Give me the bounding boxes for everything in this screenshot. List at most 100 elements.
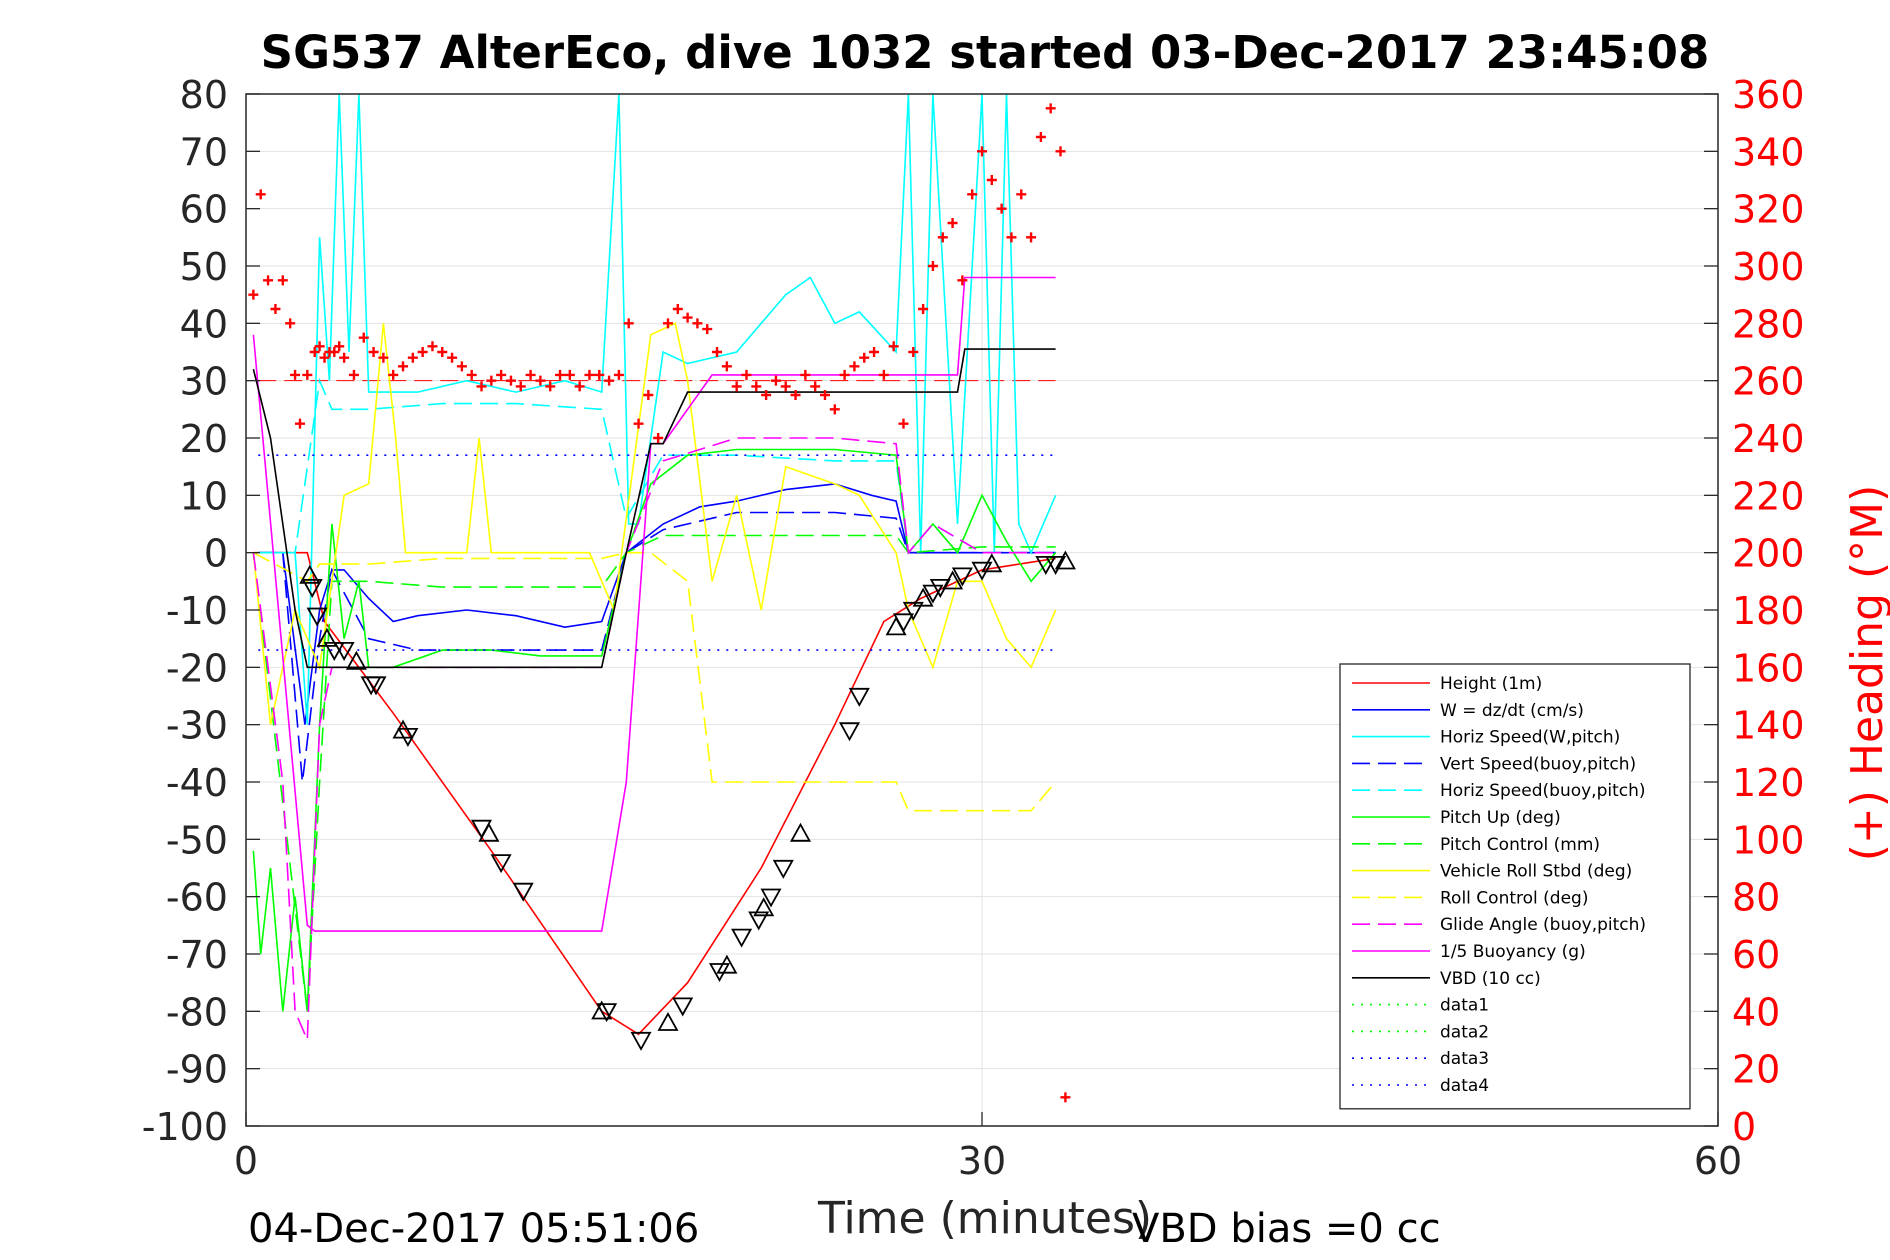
left-tick-label: 60 xyxy=(180,188,228,232)
heading-marker xyxy=(1035,132,1046,142)
left-tick-label: 0 xyxy=(204,532,228,576)
legend-label: W = dz/dt (cm/s) xyxy=(1440,701,1584,721)
triangle-marker xyxy=(753,897,775,917)
heading-marker xyxy=(294,418,305,429)
right-tick-label: 260 xyxy=(1732,360,1805,404)
triangle-marker xyxy=(306,607,328,627)
heading-marker xyxy=(255,189,266,200)
right-tick-label: 100 xyxy=(1732,818,1805,862)
triangle-marker xyxy=(301,579,323,598)
right-tick-label: 80 xyxy=(1732,876,1780,920)
heading-marker xyxy=(545,381,556,392)
triangle-marker xyxy=(942,570,964,590)
left-axis: 80 70 60 50 40 30 20 10 0 -10 -20 -30 -40 -50 -60 -70 -8… xyxy=(142,73,260,1149)
triangle-marker xyxy=(1045,556,1067,575)
heading-marker xyxy=(309,347,320,357)
heading-marker xyxy=(466,369,477,380)
heading-marker xyxy=(270,304,281,314)
heading-marker xyxy=(918,304,929,314)
heading-marker xyxy=(829,404,840,415)
heading-marker xyxy=(486,375,497,386)
legend-label: Horiz Speed(W,pitch) xyxy=(1440,728,1620,748)
heading-marker xyxy=(290,369,301,380)
heading-marker xyxy=(859,352,870,363)
legend-label: VBD (10 cc) xyxy=(1440,969,1541,989)
heading-marker xyxy=(378,352,389,363)
heading-marker xyxy=(368,347,379,357)
left-tick-label: -70 xyxy=(166,933,228,977)
left-tick-label: 50 xyxy=(180,245,228,289)
triangle-marker xyxy=(748,911,770,931)
triangle-marker xyxy=(345,650,367,670)
right-tick-label: 0 xyxy=(1732,1105,1756,1149)
series-line-8 xyxy=(253,551,1057,812)
left-tick-label: 40 xyxy=(180,302,228,346)
heading-marker xyxy=(721,361,732,372)
legend-label: data1 xyxy=(1440,996,1489,1016)
heading-marker xyxy=(751,381,762,392)
legend-label: data4 xyxy=(1440,1076,1489,1096)
triangle-marker xyxy=(596,1003,618,1023)
heading-marker xyxy=(682,312,693,323)
triangle-marker xyxy=(772,859,794,879)
series-line-6 xyxy=(252,534,1056,1012)
right-tick-label: 200 xyxy=(1732,532,1805,576)
heading-marker xyxy=(329,347,340,357)
triangle-marker xyxy=(760,888,782,908)
legend-label: Horiz Speed(buoy,pitch) xyxy=(1440,781,1646,801)
heading-marker xyxy=(398,361,409,372)
heading-marker xyxy=(285,318,296,329)
heading-marker xyxy=(555,369,566,380)
triangle-marker xyxy=(333,642,355,661)
series-line-11 xyxy=(252,348,1056,669)
heading-marker xyxy=(898,418,909,429)
triangle-marker xyxy=(365,676,387,696)
legend-label: Pitch Up (deg) xyxy=(1440,808,1561,828)
right-tick-label: 20 xyxy=(1732,1048,1780,1092)
x-tick-label: 30 xyxy=(958,1139,1006,1183)
heading-marker xyxy=(741,369,752,380)
heading-marker xyxy=(314,341,325,352)
heading-marker xyxy=(623,318,634,329)
triangle-marker xyxy=(591,1000,613,1020)
heading-marker xyxy=(849,361,860,372)
right-tick-label: 300 xyxy=(1732,245,1805,289)
right-tick-label: 280 xyxy=(1732,302,1805,346)
heading-marker xyxy=(937,232,948,243)
left-tick-label: -100 xyxy=(142,1105,228,1149)
heading-marker xyxy=(1026,232,1037,243)
heading-marker xyxy=(810,381,821,392)
heading-marker xyxy=(515,381,526,392)
heading-marker xyxy=(604,375,615,386)
chart-title: SG537 AlterEco, dive 1032 started 03-Dec… xyxy=(261,26,1710,79)
triangle-marker xyxy=(716,954,738,974)
heading-marker xyxy=(731,381,742,392)
right-tick-label: 140 xyxy=(1732,704,1805,748)
series-line-9 xyxy=(252,437,1056,1041)
triangle-marker xyxy=(912,587,934,607)
x-tick-label: 0 xyxy=(234,1139,258,1183)
heading-marker xyxy=(417,347,428,357)
heading-marker xyxy=(496,369,507,380)
legend-label: Roll Control (deg) xyxy=(1440,888,1588,908)
heading-marker xyxy=(878,369,889,380)
legend-label: 1/5 Buoyancy (g) xyxy=(1440,942,1586,962)
heading-marker xyxy=(672,304,683,314)
left-tick-label: -80 xyxy=(166,990,228,1034)
legend-label: data2 xyxy=(1440,1022,1489,1042)
heading-marker xyxy=(643,390,654,400)
right-tick-label: 340 xyxy=(1732,130,1805,174)
series-line-5 xyxy=(252,448,1057,1012)
heading-marker xyxy=(653,433,664,443)
heading-marker xyxy=(334,341,345,352)
heading-marker xyxy=(437,347,448,357)
heading-marker xyxy=(967,189,978,200)
heading-marker xyxy=(839,369,850,380)
triangle-marker xyxy=(951,567,973,587)
left-tick-label: 70 xyxy=(180,130,228,174)
triangle-marker xyxy=(981,553,1003,573)
heading-marker xyxy=(358,332,369,343)
triangle-marker xyxy=(630,1031,652,1051)
heading-marker xyxy=(427,341,438,352)
heading-marker xyxy=(662,318,673,329)
